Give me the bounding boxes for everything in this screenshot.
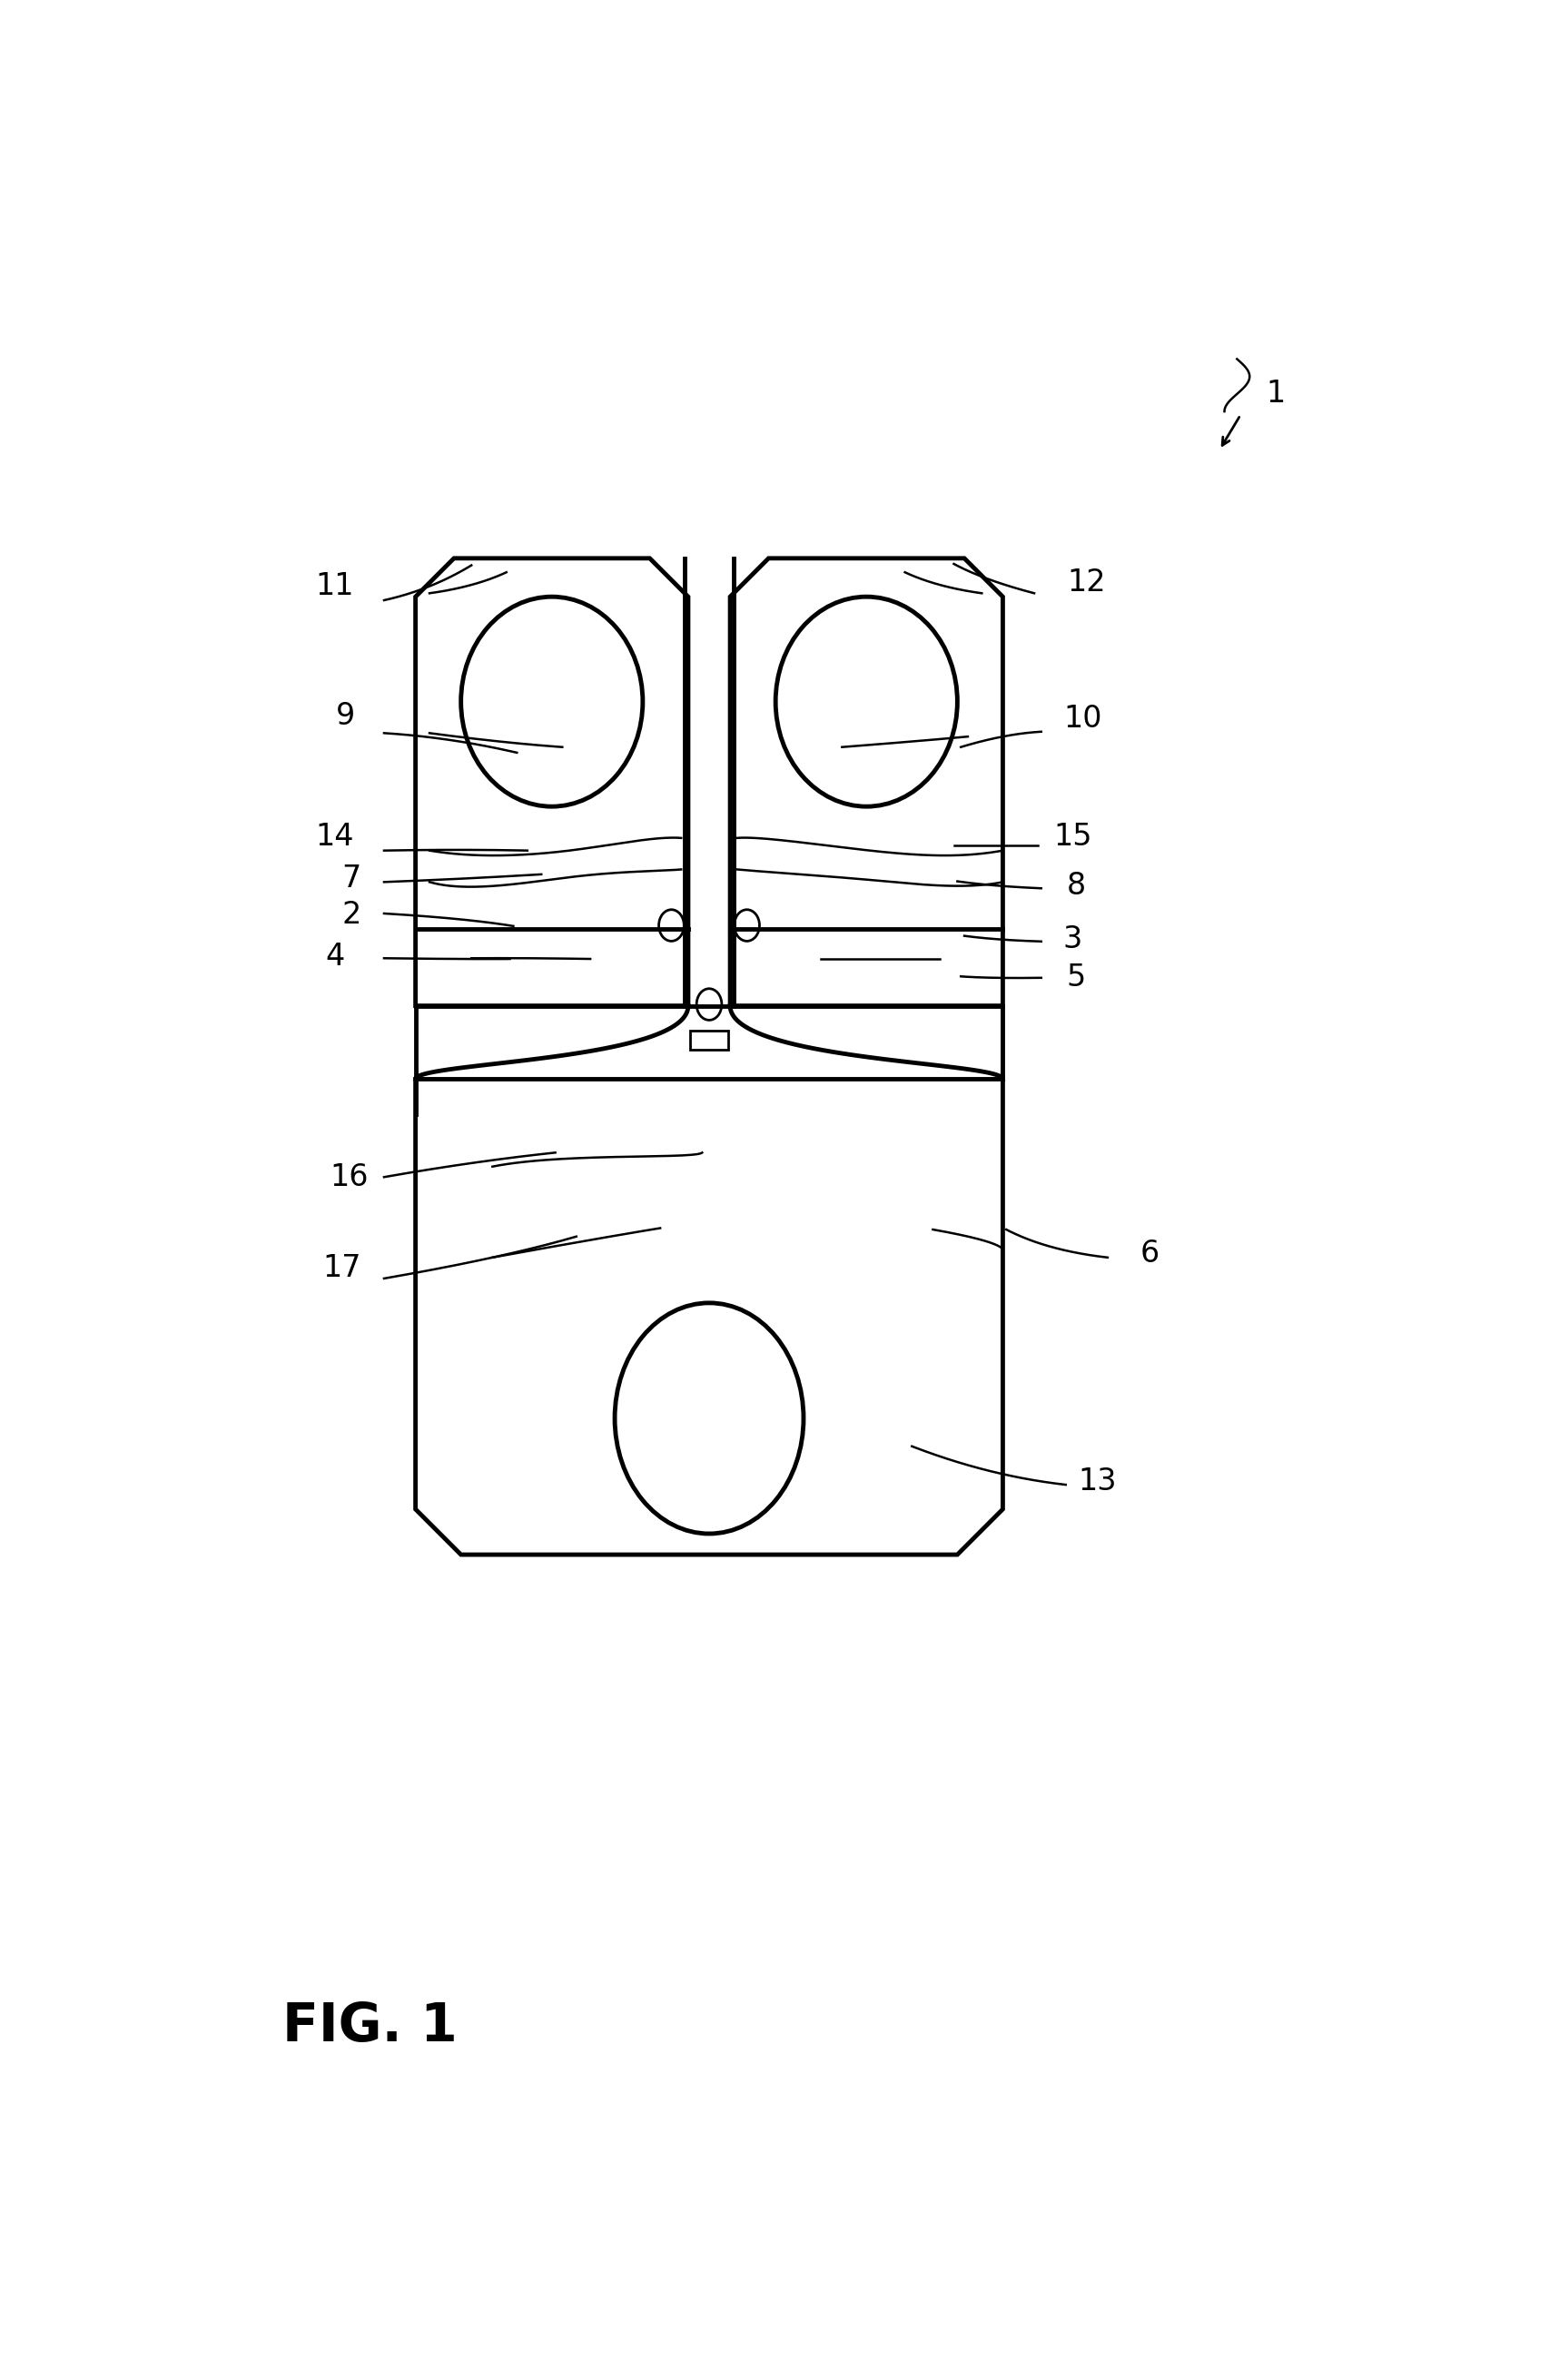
Text: 11: 11 — [316, 571, 354, 602]
Text: 1: 1 — [1266, 378, 1285, 409]
Text: 2: 2 — [341, 900, 360, 931]
Text: 13: 13 — [1077, 1466, 1116, 1497]
Text: 14: 14 — [316, 821, 354, 852]
Text: 10: 10 — [1063, 704, 1102, 733]
Text: 17: 17 — [323, 1252, 362, 1283]
Text: 7: 7 — [341, 864, 360, 892]
Text: FIG. 1: FIG. 1 — [282, 2002, 458, 2052]
Bar — [691, 1031, 728, 1050]
Text: 8: 8 — [1066, 871, 1085, 900]
Text: 5: 5 — [1066, 964, 1087, 992]
Text: 12: 12 — [1068, 569, 1105, 597]
Text: 16: 16 — [331, 1161, 368, 1192]
Text: 15: 15 — [1054, 821, 1091, 852]
Text: 3: 3 — [1063, 923, 1082, 954]
Text: 9: 9 — [335, 700, 355, 731]
Text: 6: 6 — [1140, 1240, 1160, 1269]
Text: 4: 4 — [326, 942, 345, 971]
